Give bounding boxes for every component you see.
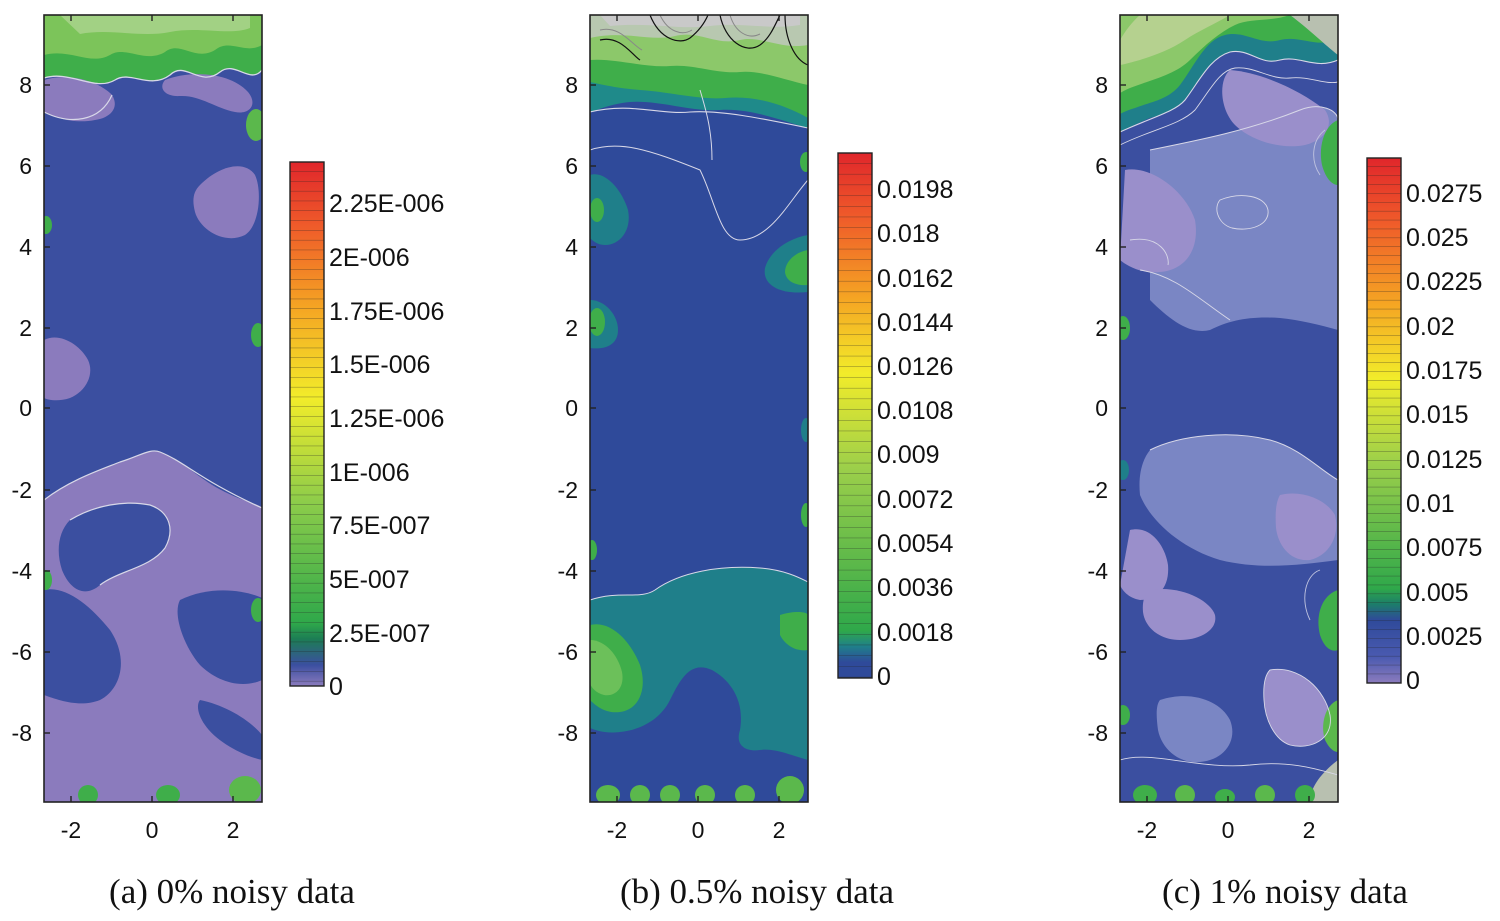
y-tick-label: 8 (19, 72, 32, 98)
colorbar-tick-label: 0.0072 (877, 486, 953, 514)
panel-a-y-axis: 8 6 4 2 0 -2 -4 -6 -8 (12, 72, 50, 746)
y-tick-label: -2 (12, 477, 32, 503)
y-tick-label: -8 (558, 720, 578, 746)
y-tick-label: 6 (565, 153, 578, 179)
y-tick-label: -4 (558, 558, 579, 584)
colorbar-tick-label: 1E-006 (329, 459, 410, 487)
panel-c-caption: (c) 1% noisy data (1162, 872, 1408, 911)
y-tick-label: 8 (1095, 72, 1108, 98)
panel-c-x-axis: -2 0 2 (1137, 15, 1316, 843)
x-tick-label: -2 (1137, 817, 1157, 843)
colorbar-tick-label: 0.0198 (877, 176, 953, 204)
y-tick-label: -4 (12, 558, 33, 584)
panel-c-contour-field (1120, 15, 1338, 802)
panel-c-y-axis: 8 6 4 2 0 -2 -4 -6 -8 (1088, 72, 1126, 746)
colorbar-tick-label: 1.5E-006 (329, 351, 430, 379)
colorbar-tick-label: 0.009 (877, 441, 940, 469)
colorbar-tick-label: 0.0075 (1406, 534, 1482, 562)
x-tick-label: 2 (227, 817, 240, 843)
colorbar-tick-label: 7.5E-007 (329, 512, 430, 540)
colorbar-tick-label: 0.0126 (877, 353, 953, 381)
panel-b-contour-field (590, 15, 808, 802)
y-tick-label: 4 (1095, 234, 1108, 260)
colorbar-tick-label: 0.005 (1406, 579, 1469, 607)
colorbar-tick-label: 0 (877, 663, 891, 691)
x-tick-label: 0 (1222, 817, 1235, 843)
panel-b-caption: (b) 0.5% noisy data (620, 872, 895, 911)
colorbar-tick-label: 0.0036 (877, 574, 953, 602)
panel-c: 8 6 4 2 0 -2 -4 -6 -8 -2 0 2 (1088, 14, 1482, 911)
y-tick-label: -6 (558, 639, 578, 665)
y-tick-label: 2 (1095, 315, 1108, 341)
colorbar-tick-label: 5E-007 (329, 566, 410, 594)
x-tick-label: 2 (1303, 817, 1316, 843)
y-tick-label: -8 (12, 720, 32, 746)
x-tick-label: 0 (146, 817, 159, 843)
y-tick-label: 0 (1095, 395, 1108, 421)
colorbar-tick-label: 0.0162 (877, 265, 953, 293)
panel-a-caption: (a) 0% noisy data (109, 872, 355, 911)
colorbar-tick-label: 0.02 (1406, 313, 1455, 341)
colorbar-tick-label: 0 (1406, 667, 1420, 695)
x-tick-label: -2 (607, 817, 627, 843)
colorbar-tick-label: 2E-006 (329, 244, 410, 272)
panel-b-x-axis: -2 0 2 (607, 15, 786, 843)
colorbar-tick-label: 0.0144 (877, 309, 954, 337)
colorbar-tick-label: 0.025 (1406, 224, 1469, 252)
y-tick-label: 4 (565, 234, 578, 260)
colorbar-tick-label: 0.0054 (877, 530, 954, 558)
panel-a-x-axis: -2 0 2 (61, 15, 240, 843)
y-tick-label: -6 (12, 639, 32, 665)
y-tick-label: -6 (1088, 639, 1108, 665)
colorbar-tick-label: 0.0125 (1406, 446, 1482, 474)
panel-c-colorbar: 0.0275 0.025 0.0225 0.02 0.0175 0.015 0.… (1366, 157, 1482, 695)
colorbar-tick-label: 0.0018 (877, 619, 953, 647)
y-tick-label: 2 (19, 315, 32, 341)
panel-a-colorbar: 2.25E-006 2E-006 1.75E-006 1.5E-006 1.25… (289, 161, 444, 701)
panel-b-colorbar: 0.0198 0.018 0.0162 0.0144 0.0126 0.0108… (837, 152, 954, 691)
colorbar-tick-label: 0.015 (1406, 401, 1469, 429)
panel-b-y-axis: 8 6 4 2 0 -2 -4 -6 -8 (558, 72, 596, 746)
colorbar-tick-label: 1.25E-006 (329, 405, 444, 433)
y-tick-label: 0 (19, 395, 32, 421)
colorbar-tick-label: 0.01 (1406, 490, 1455, 518)
y-tick-label: 8 (565, 72, 578, 98)
y-tick-label: -2 (1088, 477, 1108, 503)
colorbar-tick-label: 0.018 (877, 220, 940, 248)
y-tick-label: 2 (565, 315, 578, 341)
y-tick-label: -8 (1088, 720, 1108, 746)
x-tick-label: -2 (61, 817, 81, 843)
y-tick-label: -4 (1088, 558, 1109, 584)
colorbar-tick-label: 0 (329, 673, 343, 701)
colorbar-tick-label: 0.0225 (1406, 268, 1482, 296)
y-tick-label: 0 (565, 395, 578, 421)
colorbar-tick-label: 0.0108 (877, 397, 953, 425)
y-tick-label: 6 (19, 153, 32, 179)
colorbar-tick-label: 0.0175 (1406, 357, 1482, 385)
colorbar-tick-label: 2.5E-007 (329, 620, 430, 648)
colorbar-tick-label: 0.0025 (1406, 623, 1482, 651)
colorbar-tick-label: 2.25E-006 (329, 190, 444, 218)
colorbar-tick-label: 1.75E-006 (329, 298, 444, 326)
panel-a: 8 6 4 2 0 -2 -4 -6 -8 -2 0 2 (12, 14, 444, 911)
colorbar-tick-label: 0.0275 (1406, 180, 1482, 208)
y-tick-label: 6 (1095, 153, 1108, 179)
y-tick-label: 4 (19, 234, 32, 260)
panel-a-contour-field (44, 15, 262, 802)
x-tick-label: 0 (692, 817, 705, 843)
x-tick-label: 2 (773, 817, 786, 843)
panel-b: 8 6 4 2 0 -2 -4 -6 -8 -2 0 2 (558, 14, 954, 911)
y-tick-label: -2 (558, 477, 578, 503)
